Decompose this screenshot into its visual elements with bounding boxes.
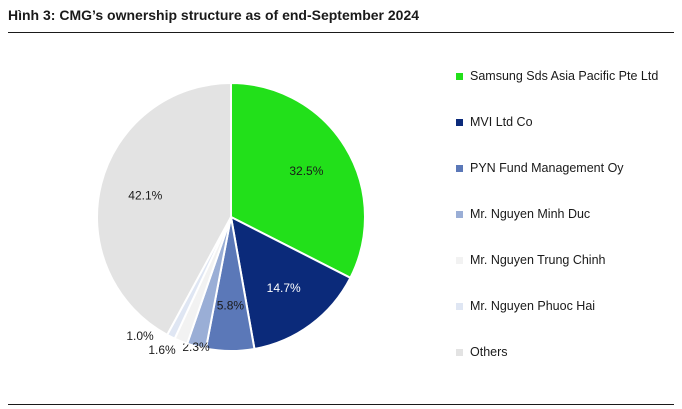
- chart-title: Hình 3: CMG’s ownership structure as of …: [8, 7, 420, 23]
- legend-label: Mr. Nguyen Trung Chinh: [470, 253, 606, 267]
- legend-item-2: PYN Fund Management Oy: [456, 160, 670, 177]
- legend-swatch: [456, 73, 463, 80]
- legend-item-4: Mr. Nguyen Trung Chinh: [456, 252, 670, 269]
- legend-label: Mr. Nguyen Phuoc Hai: [470, 299, 596, 313]
- legend-item-5: Mr. Nguyen Phuoc Hai: [456, 298, 670, 315]
- slice-label-6: 42.1%: [128, 188, 162, 202]
- slice-label-5: 1.0%: [126, 329, 154, 343]
- legend-swatch: [456, 349, 463, 356]
- legend-swatch: [456, 165, 463, 172]
- slice-label-4: 1.6%: [148, 343, 176, 357]
- legend-item-3: Mr. Nguyen Minh Duc: [456, 206, 670, 223]
- slice-label-3: 2.3%: [182, 340, 210, 354]
- legend-swatch: [456, 303, 463, 310]
- pie-slice-1: [229, 215, 352, 351]
- title-divider: [8, 32, 674, 33]
- slice-label-1: 14.7%: [267, 281, 301, 295]
- legend-label: Others: [470, 345, 508, 359]
- legend-label: Mr. Nguyen Minh Duc: [470, 207, 591, 221]
- pie-slice-0: [230, 81, 366, 280]
- slice-label-2: 5.8%: [217, 298, 245, 312]
- legend-swatch: [456, 257, 463, 264]
- legend-label: MVI Ltd Co: [470, 115, 533, 129]
- slice-label-0: 32.5%: [289, 164, 323, 178]
- legend-item-0: Samsung Sds Asia Pacific Pte Ltd: [456, 68, 670, 85]
- legend-item-6: Others: [456, 344, 670, 361]
- legend-label: Samsung Sds Asia Pacific Pte Ltd: [470, 69, 659, 83]
- legend-item-1: MVI Ltd Co: [456, 114, 670, 131]
- legend-swatch: [456, 211, 463, 218]
- pie-slice-6: [95, 81, 232, 337]
- bottom-divider: [8, 404, 674, 405]
- legend-swatch: [456, 119, 463, 126]
- legend-label: PYN Fund Management Oy: [470, 161, 624, 175]
